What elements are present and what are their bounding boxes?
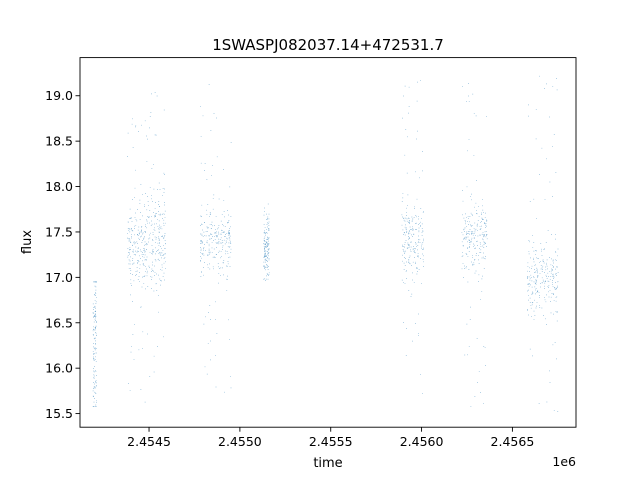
chart-title: 1SWASPJ082037.14+472531.7 <box>212 36 444 54</box>
x-tick-label: 2.4560 <box>400 434 444 449</box>
y-axis-label: flux <box>20 230 35 254</box>
scatter-points <box>92 75 559 412</box>
season-points-7 <box>461 83 488 407</box>
season-points-5 <box>263 203 270 281</box>
plot-frame <box>79 57 577 428</box>
season-points-4 <box>200 84 232 393</box>
season-points-8 <box>527 75 559 412</box>
x-tick-label: 2.4550 <box>218 434 262 449</box>
y-tick-label: 16.5 <box>45 315 73 330</box>
x-tick-label: 2.4555 <box>309 434 353 449</box>
x-tick-label: 2.4545 <box>127 434 171 449</box>
season-points-1 <box>92 281 97 407</box>
y-tick-label: 19.0 <box>45 88 73 103</box>
x-axis: 2.4545 2.4550 2.4555 2.4560 2.4565 <box>127 427 534 449</box>
y-tick-label: 18.5 <box>45 134 73 149</box>
season-points-2 <box>127 118 146 403</box>
x-axis-label: time <box>313 456 342 471</box>
y-tick-label: 16.0 <box>45 361 73 376</box>
x-tick-label: 2.4565 <box>491 434 535 449</box>
y-tick-label: 17.5 <box>45 224 73 239</box>
y-tick-label: 15.5 <box>45 406 73 421</box>
season-points-6 <box>401 80 424 395</box>
x-offset-label: 1e6 <box>552 454 576 469</box>
season-points-3 <box>145 92 166 377</box>
y-axis: 15.5 16.0 16.5 17.0 17.5 18.0 18.5 19.0 <box>45 88 80 421</box>
y-tick-label: 18.0 <box>45 179 73 194</box>
y-tick-label: 17.0 <box>45 270 73 285</box>
